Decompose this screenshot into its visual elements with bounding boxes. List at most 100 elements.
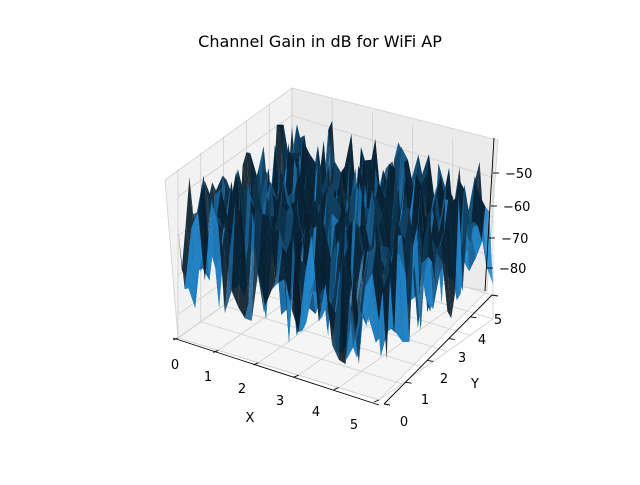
y-tick-label: 5 (494, 313, 502, 328)
surface-facet (331, 225, 342, 329)
surface-facet (302, 290, 313, 331)
surface-facet (359, 219, 371, 310)
x-tick-mark (172, 337, 179, 341)
surface-facet (338, 253, 350, 365)
y-tick-label: 2 (440, 372, 448, 387)
surface-facet (364, 206, 375, 256)
surface-facet (400, 162, 411, 263)
surface-facet (474, 176, 486, 241)
surface-facet (323, 190, 334, 303)
surface-facet (440, 229, 452, 319)
z-tick-label: −50 (505, 167, 532, 182)
y-tick-mark (491, 294, 499, 297)
surface-facet (418, 154, 429, 200)
x-tick-label: 4 (312, 405, 320, 420)
surface-facet (382, 194, 393, 275)
z-tick-label: −80 (499, 262, 526, 277)
surface-facet (416, 188, 428, 313)
x-tick-label: 5 (350, 418, 358, 433)
x-axis-label: X (246, 411, 255, 426)
surface-facet (211, 202, 222, 268)
surface-facet (407, 241, 418, 328)
surface-facet (268, 216, 280, 282)
grid-line-floor-y (200, 321, 402, 385)
x-axis-line (172, 337, 380, 406)
y-tick-label: 0 (400, 415, 408, 430)
surface-facet (293, 124, 304, 154)
surface-facet (394, 142, 405, 159)
grid-line-floor-x (338, 306, 454, 388)
surface-facet (383, 245, 395, 334)
surface-facet (340, 133, 352, 243)
x-tick-mark (213, 349, 219, 353)
grid-line-floor-y (223, 305, 425, 368)
surface-facet (448, 195, 459, 294)
surface-facet (356, 309, 367, 342)
surface-facet (258, 213, 269, 307)
x-tick-mark (293, 374, 299, 378)
surface-facet (429, 211, 440, 309)
x-tick-label: 2 (238, 382, 246, 397)
y-tick-mark (383, 403, 391, 406)
surface-facet (359, 182, 370, 222)
surface-facet (352, 182, 364, 248)
y-axis-line (383, 294, 493, 405)
surface-facet (280, 173, 291, 295)
surface-facet (345, 298, 356, 365)
surface-facet (283, 212, 294, 261)
surface-facet (424, 171, 435, 277)
surface-facet (251, 175, 262, 217)
x-tick-mark (253, 362, 259, 366)
surface-facet (238, 217, 249, 319)
surface-facet (327, 141, 338, 193)
surface-facet (430, 174, 441, 218)
surface-facet (464, 176, 475, 227)
surface-facet (365, 245, 377, 287)
surface-facet (368, 190, 379, 249)
surface-facet (410, 227, 421, 331)
surface-facet (278, 246, 289, 343)
z-tick-label: −60 (503, 200, 530, 215)
surface-facet (287, 204, 298, 233)
surface-facet (251, 208, 263, 321)
surface-facet (405, 207, 416, 267)
surface-facet (444, 198, 455, 319)
surface-facet (391, 168, 403, 250)
surface-facet (298, 272, 310, 333)
surface-facet (184, 227, 196, 308)
grid-line-floor-x (378, 318, 494, 401)
x-tick-mark (373, 399, 380, 403)
surface-facet (349, 219, 360, 306)
surface-facet (411, 173, 423, 254)
surface-facet (436, 243, 448, 312)
surface-facet (398, 252, 410, 342)
surface-facet (291, 240, 303, 333)
y-axis-label: Y (470, 377, 479, 392)
y-tick-mark (427, 359, 434, 362)
surface-facet (407, 154, 419, 194)
surface-facet (224, 202, 236, 314)
grid-line-floor-y (177, 337, 380, 401)
surface-facet (392, 252, 403, 342)
surface-facet (415, 226, 427, 301)
surface-facet (377, 245, 388, 357)
surface-facet (265, 216, 276, 307)
surface-facet (243, 183, 255, 269)
chart-title: Channel Gain in dB for WiFi AP (198, 32, 442, 51)
grid-line-z (177, 115, 494, 197)
y-tick-mark (405, 381, 412, 384)
surface-facet (283, 173, 295, 210)
surface-facet (359, 243, 371, 326)
surface-facet (385, 163, 396, 222)
y-tick-label: 4 (478, 333, 486, 348)
y-tick-label: 3 (458, 351, 466, 366)
z-axis-line (484, 137, 495, 292)
surface-facet (324, 129, 336, 224)
x-tick-label: 0 (171, 358, 179, 373)
surface-facet (287, 173, 299, 197)
surface-facet (325, 283, 336, 345)
surface-facet (259, 146, 271, 219)
